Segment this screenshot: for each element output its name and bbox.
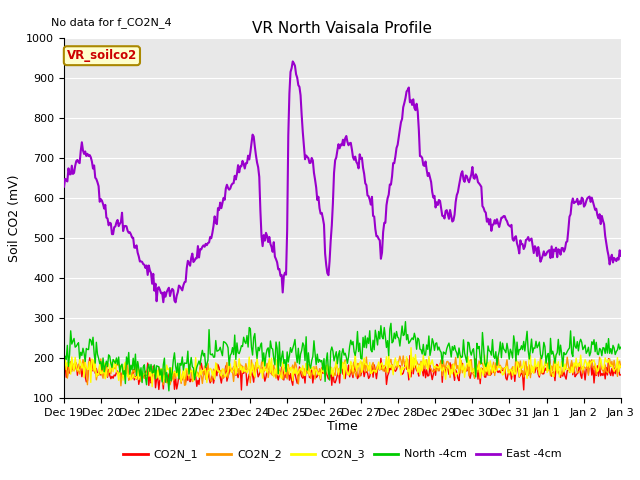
X-axis label: Time: Time (327, 420, 358, 432)
Text: VR_soilco2: VR_soilco2 (67, 49, 137, 62)
Y-axis label: Soil CO2 (mV): Soil CO2 (mV) (8, 175, 20, 262)
Text: No data for f_CO2N_4: No data for f_CO2N_4 (51, 17, 172, 28)
Legend: CO2N_1, CO2N_2, CO2N_3, North -4cm, East -4cm: CO2N_1, CO2N_2, CO2N_3, North -4cm, East… (119, 445, 566, 465)
Title: VR North Vaisala Profile: VR North Vaisala Profile (252, 21, 433, 36)
